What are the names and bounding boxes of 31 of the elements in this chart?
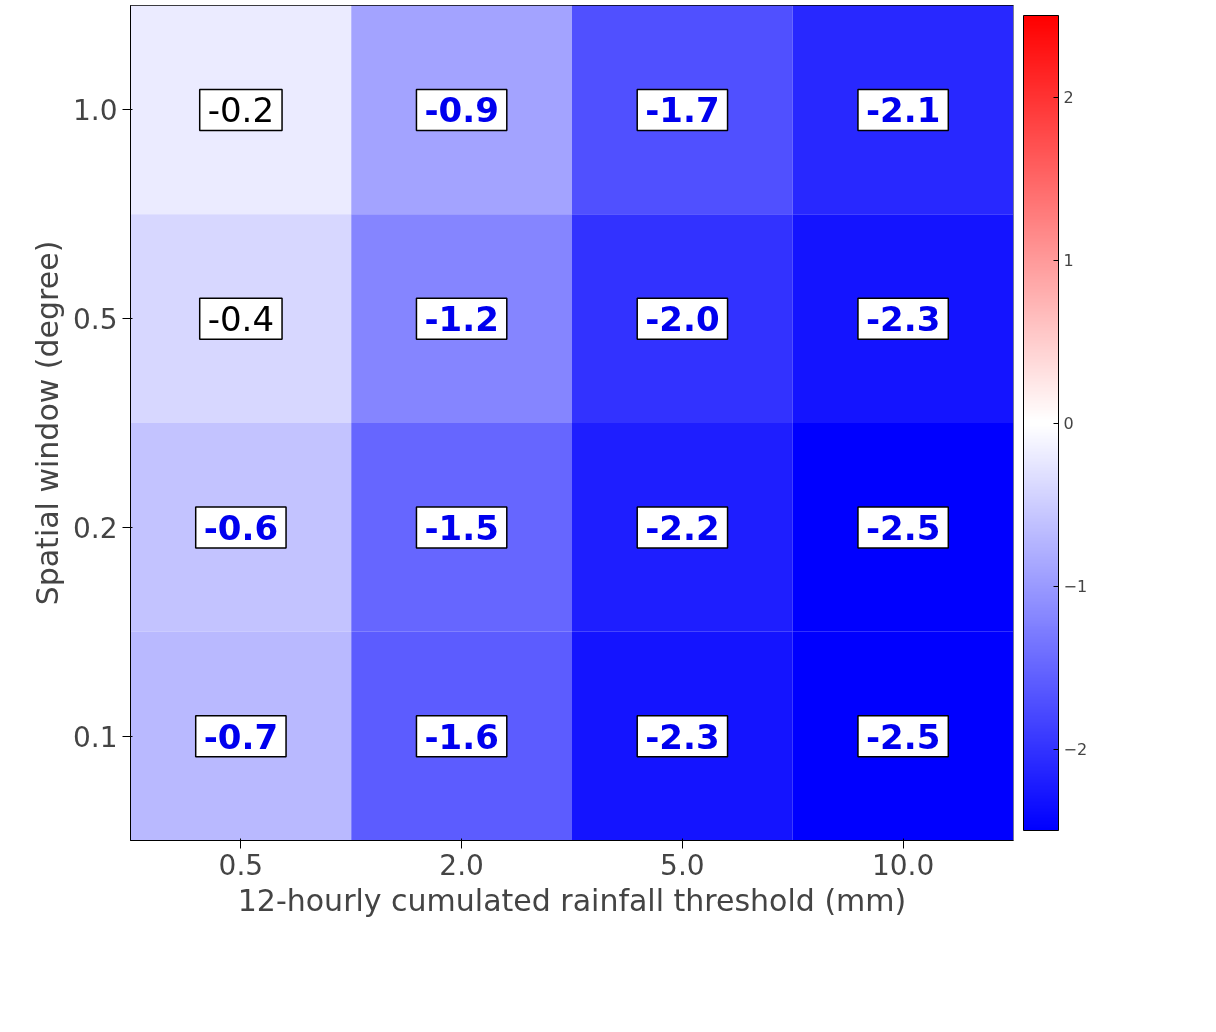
y-tick-label: 0.5 [72,303,118,337]
data-label: -1.5 [424,507,499,548]
data-label: -0.9 [424,90,499,131]
color-bar-label: 1 [1063,251,1074,270]
data-label: -1.2 [424,299,499,340]
data-label: -0.7 [203,716,279,757]
data-label: -1.7 [645,90,720,131]
color-bar-label: 0 [1063,414,1074,433]
x-tick-label: 0.5 [218,848,264,882]
y-axis-title: Spatial window (degree) [29,240,65,606]
data-label: -0.4 [207,299,275,340]
color-bar-label: −2 [1063,740,1088,759]
x-axis-title: 12-hourly cumulated rainfall threshold (mm) [237,882,907,918]
color-bar-label: 2 [1063,88,1074,107]
data-label: -2.3 [645,716,720,757]
data-label: -1.6 [424,716,499,757]
data-label: -2.1 [865,90,941,131]
data-label: -2.5 [865,716,941,757]
y-tick-label: 1.0 [72,94,118,128]
x-tick-label: 5.0 [660,848,705,882]
color-bar-label: −1 [1063,577,1088,596]
data-label: -2.3 [865,299,941,340]
data-label: -2.2 [645,507,720,548]
x-tick-label: 2.0 [439,848,484,882]
y-tick-label: 0.1 [72,720,118,754]
data-label: -2.0 [645,299,720,340]
data-label: -0.6 [203,507,279,548]
data-label: -0.2 [207,90,275,131]
y-tick-label: 0.2 [72,511,118,545]
data-label: -2.5 [865,507,941,548]
x-tick-label: 10.0 [871,848,935,882]
